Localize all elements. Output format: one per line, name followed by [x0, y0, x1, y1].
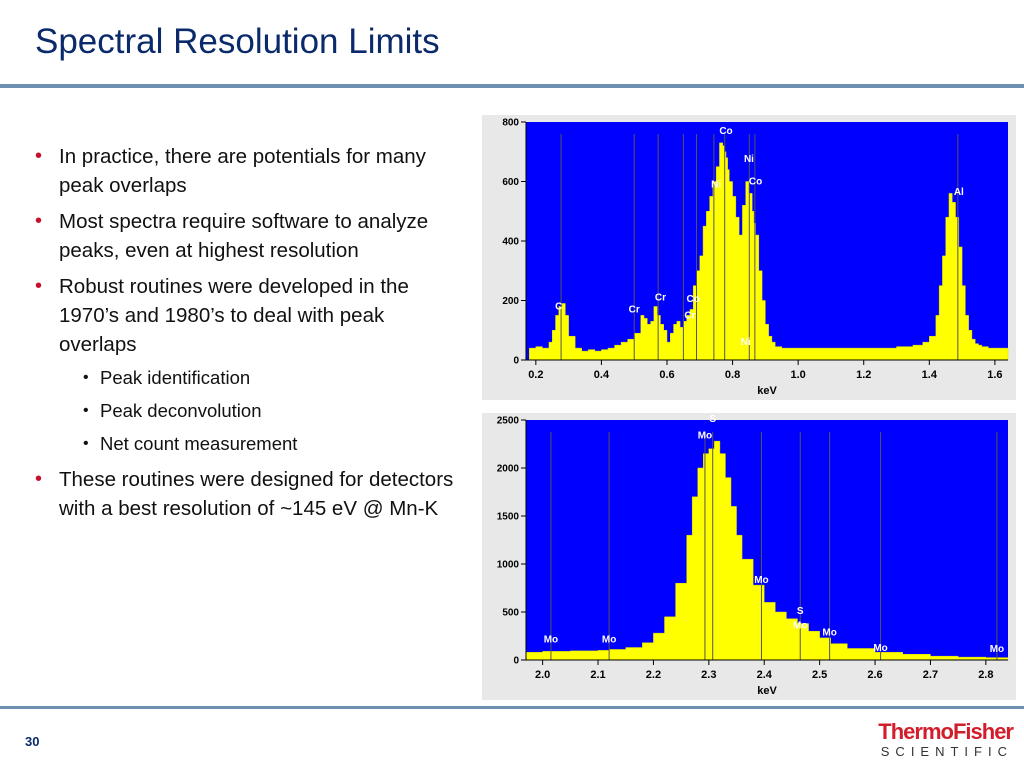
- x-tick-label: 2.6: [867, 669, 882, 681]
- bullet-item: • In practice, there are potentials for m…: [33, 142, 463, 200]
- logo-wordmark: ThermoFisher: [878, 719, 1014, 744]
- x-tick-label: 2.5: [812, 669, 827, 681]
- page-number: 30: [25, 734, 40, 749]
- y-tick-label: 1500: [497, 512, 520, 523]
- x-tick-label: 0.4: [594, 369, 610, 381]
- bullet-text: Peak identification: [100, 367, 251, 388]
- y-tick-label: 600: [502, 177, 519, 188]
- x-tick-label: 1.4: [922, 369, 938, 381]
- peak-label: Cr: [655, 293, 666, 304]
- peak-label: S: [709, 414, 716, 425]
- y-tick-label: 2000: [497, 464, 520, 475]
- x-tick-label: 2.0: [535, 669, 550, 681]
- x-tick-label: 0.6: [659, 369, 674, 381]
- bullet-text: Most spectra require software to analyze…: [59, 210, 429, 262]
- x-tick-label: 1.0: [791, 369, 806, 381]
- bullet-marker-icon: •: [35, 145, 43, 167]
- bullet-text: In practice, there are potentials for ma…: [59, 145, 426, 197]
- peak-label: Mo: [822, 628, 836, 639]
- peak-label: Co: [719, 126, 732, 137]
- peak-label: Ni: [744, 154, 754, 165]
- y-tick-label: 500: [502, 608, 519, 619]
- y-tick-label: 0: [513, 356, 519, 367]
- y-tick-label: 0: [513, 656, 519, 667]
- peak-label: Ni: [711, 179, 721, 190]
- peak-label: Co: [749, 176, 762, 187]
- x-tick-label: 2.2: [646, 669, 661, 681]
- bullet-marker-icon: •: [83, 369, 89, 386]
- x-tick-label: 1.6: [987, 369, 1002, 381]
- peak-label: Cr: [684, 310, 695, 321]
- peak-label: Mo: [990, 644, 1004, 655]
- bullet-list: • In practice, there are potentials for m…: [33, 142, 463, 530]
- plot-area: [526, 122, 1008, 360]
- sub-bullet-item: • Net count measurement: [33, 432, 463, 456]
- bullet-marker-icon: •: [83, 402, 89, 419]
- peak-label: C: [555, 301, 562, 312]
- bullet-text: Net count measurement: [100, 433, 298, 454]
- x-tick-label: 0.8: [725, 369, 740, 381]
- thermo-fisher-logo: ThermoFisher SCIENTIFIC: [868, 719, 1014, 760]
- bullet-text: Robust routines were developed in the 19…: [59, 275, 409, 356]
- x-tick-label: 2.8: [978, 669, 993, 681]
- peak-label: Co: [687, 294, 700, 305]
- x-tick-label: 2.7: [923, 669, 938, 681]
- y-tick-label: 800: [502, 118, 519, 129]
- peak-label: Mo: [602, 635, 616, 646]
- x-tick-label: 2.1: [590, 669, 605, 681]
- x-tick-label: 2.4: [757, 669, 773, 681]
- logo-subtitle: SCIENTIFIC: [880, 744, 1013, 759]
- x-tick-label: 2.3: [701, 669, 716, 681]
- bullet-item: • These routines were designed for detect…: [33, 465, 463, 523]
- x-axis-label: keV: [757, 385, 777, 397]
- y-tick-label: 400: [502, 237, 519, 248]
- peak-label: Mo: [754, 575, 768, 586]
- peak-label: Mo: [698, 431, 712, 442]
- bullet-marker-icon: •: [83, 435, 89, 452]
- bullet-marker-icon: •: [35, 210, 43, 232]
- x-tick-label: 0.2: [528, 369, 543, 381]
- peak-label: Cr: [629, 304, 640, 315]
- peak-label: Mo: [873, 643, 887, 654]
- y-tick-label: 2500: [497, 416, 520, 427]
- y-tick-label: 200: [502, 296, 519, 307]
- bullet-item: • Robust routines were developed in the 1…: [33, 272, 463, 359]
- title-divider: [0, 84, 1024, 88]
- bullet-text: These routines were designed for detecto…: [59, 468, 454, 520]
- footer-divider: [0, 706, 1024, 709]
- peak-label: Al: [954, 187, 964, 198]
- x-tick-label: 1.2: [856, 369, 871, 381]
- peak-label: Mo: [793, 620, 807, 631]
- bullet-marker-icon: •: [35, 468, 43, 490]
- x-axis-label: keV: [757, 685, 777, 697]
- slide-title: Spectral Resolution Limits: [35, 22, 440, 61]
- spectrum-series: [529, 142, 1009, 361]
- bullet-marker-icon: •: [35, 275, 43, 297]
- y-tick-label: 1000: [497, 560, 520, 571]
- spectrum-series: [525, 440, 1009, 661]
- bullet-text: Peak deconvolution: [100, 400, 262, 421]
- bullet-item: • Most spectra require software to analyz…: [33, 207, 463, 265]
- sub-bullet-item: • Peak deconvolution: [33, 399, 463, 423]
- sub-bullet-item: • Peak identification: [33, 366, 463, 390]
- peak-label: Ni: [741, 337, 751, 348]
- peak-label: S: [797, 606, 804, 617]
- peak-label: Mo: [544, 635, 558, 646]
